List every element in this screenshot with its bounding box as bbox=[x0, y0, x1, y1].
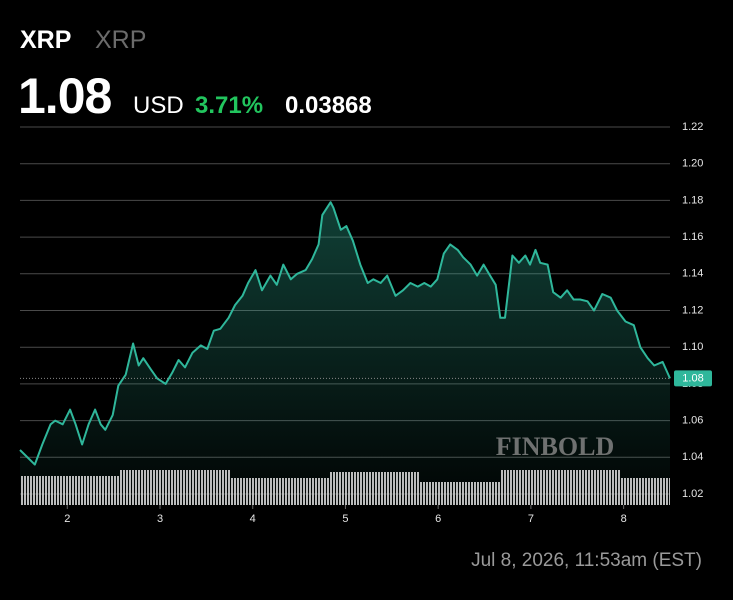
y-tick-label: 1.22 bbox=[682, 121, 703, 133]
price-line bbox=[19, 201, 671, 466]
x-tick-label: 6 bbox=[435, 513, 441, 525]
y-tick-label: 1.14 bbox=[682, 268, 703, 280]
y-tick-label: 1.04 bbox=[682, 451, 703, 463]
y-tick-label: 1.06 bbox=[682, 415, 703, 427]
change-percent: 3.71% bbox=[195, 92, 263, 119]
x-tick-label: 5 bbox=[342, 513, 348, 525]
change-value: 0.03868 bbox=[285, 92, 372, 119]
currency: USD bbox=[133, 92, 184, 119]
x-tick-label: 4 bbox=[250, 513, 256, 525]
last-price-box bbox=[674, 370, 712, 387]
y-tick-label: 1.10 bbox=[682, 341, 703, 353]
x-tick-label: 3 bbox=[157, 513, 163, 525]
y-tick-label: 1.02 bbox=[682, 488, 703, 500]
last-price-label: 1.08 bbox=[682, 372, 703, 384]
asset-name: XRP bbox=[95, 26, 146, 54]
y-tick-label: 1.12 bbox=[682, 304, 703, 316]
area bbox=[20, 202, 670, 505]
y-tick-label: 1.18 bbox=[682, 194, 703, 206]
volume-bars bbox=[20, 470, 670, 505]
x-tick-label: 8 bbox=[621, 513, 627, 525]
y-tick-label: 1.16 bbox=[682, 231, 703, 243]
plot-area: 1.02 1.04 1.06 1.08 1.10 1.12 1.14 1.16 1.18 1.20… bbox=[19, 121, 712, 525]
x-tick-label: 7 bbox=[528, 513, 534, 525]
x-tick-label: 2 bbox=[64, 513, 70, 525]
y-tick-label: 1.20 bbox=[682, 158, 703, 170]
timestamp: Jul 8, 2026, 11:53am (EST) bbox=[471, 550, 702, 571]
price: 1.08 bbox=[18, 68, 112, 124]
symbol: XRP bbox=[20, 26, 71, 54]
watermark: FINBOLD bbox=[496, 432, 614, 461]
